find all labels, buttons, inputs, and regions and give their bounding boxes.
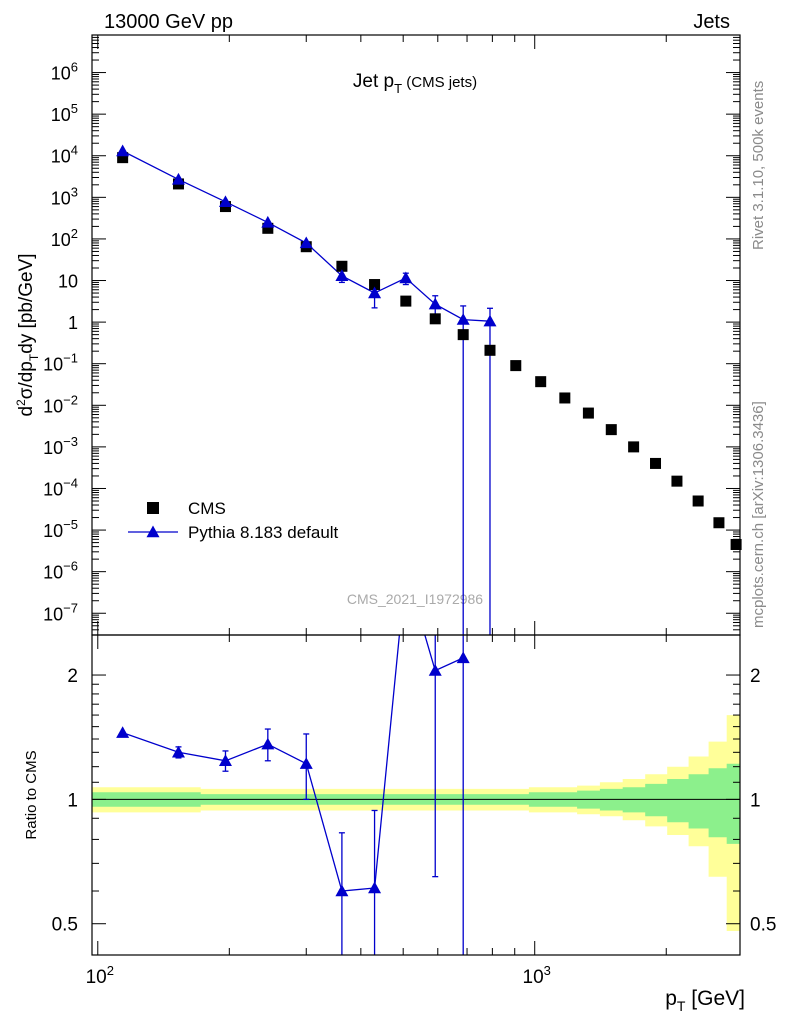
- inner-uncertainty-band: [92, 763, 740, 844]
- cms-data-point: [582, 407, 594, 419]
- legend: CMS Pythia 8.183 default: [128, 499, 339, 542]
- ratio-y-tick-label: 0.5: [52, 915, 78, 936]
- mc-point: [171, 172, 185, 185]
- y-tick-label: 106: [51, 60, 78, 84]
- plot-title: Jet pT (CMS jets): [353, 71, 477, 96]
- cms-data-point: [262, 222, 274, 234]
- ratio-point: [261, 737, 275, 750]
- ratio-panel-frame: [91, 634, 741, 956]
- legend-cms-label: CMS: [188, 499, 226, 518]
- plot-marks: [116, 144, 742, 955]
- y-tick-label: 102: [51, 226, 78, 250]
- mc-point: [428, 297, 442, 310]
- ratio-point: [456, 651, 470, 664]
- y-tick-label: 10−5: [43, 517, 78, 541]
- ratio-point: [428, 664, 442, 676]
- ratio-y-tick-label: 1: [67, 790, 78, 811]
- ratio-y-tick-label-right: 1: [750, 790, 761, 811]
- cms-data-point: [535, 376, 547, 388]
- cms-data-point: [559, 392, 571, 404]
- ratio-series-line: [122, 635, 464, 892]
- y-tick-label: 104: [51, 143, 78, 167]
- x-axis-label: pT [GeV]: [665, 987, 745, 1014]
- y-tick-label: 10−3: [43, 434, 78, 458]
- legend-mc-label: Pythia 8.183 default: [188, 523, 339, 542]
- cms-data-point: [730, 538, 742, 550]
- mc-point: [335, 269, 349, 281]
- analysis-watermark: CMS_2021_I1972986: [347, 591, 483, 607]
- mc-point: [399, 271, 413, 284]
- ratio-point: [299, 757, 313, 769]
- cms-data-point: [336, 260, 348, 272]
- cms-data-point: [650, 457, 662, 469]
- cms-data-point: [692, 495, 704, 507]
- cms-data-point: [605, 424, 617, 436]
- ratio-series-group: [116, 635, 470, 955]
- cms-data-point: [484, 344, 496, 356]
- mc-point: [299, 236, 313, 249]
- header-left: 13000 GeV pp: [104, 11, 233, 33]
- y-tick-label: 10−6: [43, 559, 78, 583]
- rivet-annotation: Rivet 3.1.10, 500k events: [750, 81, 767, 250]
- ratio-y-tick-label-right: 0.5: [750, 915, 776, 936]
- mc-point: [483, 314, 497, 327]
- ratio-point: [171, 745, 185, 758]
- header-right: Jets: [693, 11, 730, 33]
- y-tick-label: 10−4: [43, 475, 78, 499]
- mc-point: [218, 195, 232, 208]
- cms-data-point: [671, 475, 683, 487]
- mc-point: [456, 313, 470, 325]
- mc-point: [261, 215, 275, 228]
- ratio-point: [116, 726, 130, 738]
- cms-data-point: [510, 360, 522, 372]
- uncertainty-band: [92, 715, 740, 931]
- y-tick-label: 10−7: [43, 600, 78, 624]
- mc-point: [368, 286, 382, 299]
- ratio-point: [335, 884, 349, 897]
- x-tick-label: 103: [523, 963, 551, 988]
- mc-point: [116, 144, 130, 157]
- x-tick-label: 102: [86, 963, 114, 988]
- y-tick-label: 1: [68, 313, 78, 333]
- cms-data-point: [713, 517, 725, 529]
- y-tick-label: 10−2: [43, 392, 78, 416]
- y-axis-label-ratio: Ratio to CMS: [23, 750, 40, 839]
- cms-data-point: [117, 152, 129, 164]
- y-tick-label: 10−1: [43, 351, 78, 375]
- y-tick-label: 10: [58, 272, 78, 292]
- cms-data-point: [457, 329, 469, 341]
- cms-data-point: [369, 279, 381, 291]
- y-tick-label: 105: [51, 101, 78, 125]
- y-tick-label: 103: [51, 184, 78, 208]
- mcplots-annotation: mcplots.cern.ch [arXiv:1306.3436]: [750, 401, 767, 628]
- ratio-point: [218, 754, 232, 766]
- cms-data-point: [400, 295, 412, 307]
- ratio-y-tick-label-right: 2: [750, 666, 761, 687]
- ratio-y-tick-label: 2: [67, 666, 78, 687]
- legend-cms-marker: [147, 502, 159, 514]
- cms-data-point: [429, 313, 441, 325]
- main-panel-frame: [91, 34, 741, 636]
- cms-data-point: [628, 441, 640, 453]
- y-axis-label-main: d2σ/dpTdy [pb/GeV]: [14, 253, 41, 416]
- ratio-point: [368, 881, 382, 894]
- outer-uncertainty-band: [92, 715, 740, 931]
- legend-mc-marker: [146, 525, 160, 538]
